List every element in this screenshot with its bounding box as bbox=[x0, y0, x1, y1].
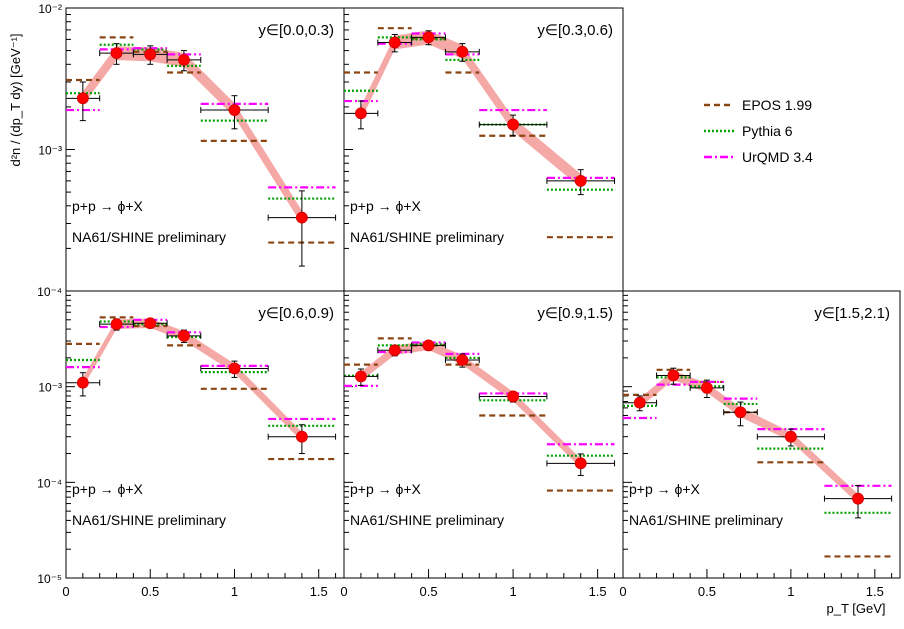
data-point bbox=[228, 362, 241, 375]
legend-label-pythia: Pythia 6 bbox=[742, 123, 793, 139]
panel-title: y∈[0.0,0.3) bbox=[258, 22, 334, 39]
panel-4: 0 0.5 1 1.5 y∈[0.9,1.5) p+p → ϕ+X NA61/SHINE p… bbox=[340, 290, 624, 599]
data-point bbox=[784, 430, 797, 443]
experiment-label: NA61/SHINE preliminary bbox=[72, 229, 226, 245]
panel-frame bbox=[343, 290, 624, 579]
legend: EPOS 1.99 Pythia 6 UrQMD 3.4 bbox=[704, 97, 813, 165]
systematic-band bbox=[360, 30, 581, 188]
data-point bbox=[507, 390, 519, 403]
x-tick-label: 0.5 bbox=[141, 584, 159, 599]
reaction-label: p+p → ϕ+X bbox=[72, 481, 144, 497]
data-point bbox=[178, 53, 190, 66]
data-point bbox=[355, 107, 367, 120]
systematic-band bbox=[82, 46, 302, 225]
data-point bbox=[388, 344, 401, 357]
panel-title: y∈[0.6,0.9) bbox=[258, 305, 334, 322]
x-tick-label: 1 bbox=[231, 584, 238, 599]
data-point bbox=[388, 36, 401, 49]
data-point bbox=[144, 317, 157, 330]
y-tick-label: 10⁻⁴ bbox=[37, 285, 62, 299]
x-tick-label: 0 bbox=[619, 584, 626, 599]
panel-1: 10⁻² 10⁻³ 10⁻⁴ y∈[0.0,0.3) p+p → ϕ+X NA61/SHI… bbox=[37, 2, 345, 299]
panel-3: 0 0.5 1 1.5 10⁻³ 10⁻⁴ 10⁻⁵ y∈[0.6,0.9) p+p → ϕ+X… bbox=[37, 290, 345, 599]
data-point bbox=[228, 104, 241, 116]
data-point bbox=[422, 31, 435, 44]
data-point bbox=[633, 396, 646, 409]
systematic-band bbox=[360, 340, 581, 469]
panel-frame bbox=[343, 7, 624, 292]
experiment-label: NA61/SHINE preliminary bbox=[350, 512, 504, 528]
data-point bbox=[574, 457, 587, 470]
data-point bbox=[667, 369, 680, 382]
data-point bbox=[144, 48, 157, 61]
data-point bbox=[701, 382, 713, 394]
data-point bbox=[76, 376, 89, 389]
x-axis-title: p_T [GeV] bbox=[826, 601, 885, 616]
data-point bbox=[734, 406, 747, 419]
y-axis-title: d²n / (dp_T dy) [GeV⁻¹] bbox=[8, 33, 23, 166]
data-point bbox=[355, 370, 367, 383]
y-tick-label: 10⁻³ bbox=[38, 381, 62, 395]
experiment-label: NA61/SHINE preliminary bbox=[72, 512, 226, 528]
data-point bbox=[574, 174, 587, 187]
y-tick-label: 10⁻⁵ bbox=[37, 572, 62, 586]
reaction-label: p+p → ϕ+X bbox=[350, 198, 422, 214]
panels-group: 10⁻² 10⁻³ 10⁻⁴ y∈[0.0,0.3) p+p → ϕ+X NA61/SHI… bbox=[37, 2, 901, 599]
reaction-label: p+p → ϕ+X bbox=[350, 481, 422, 497]
data-point bbox=[456, 45, 469, 58]
data-point bbox=[422, 339, 435, 352]
legend-label-urqmd: UrQMD 3.4 bbox=[742, 149, 813, 165]
data-point bbox=[110, 47, 123, 60]
reaction-label: p+p → ϕ+X bbox=[629, 481, 701, 497]
data-point bbox=[456, 354, 469, 366]
x-tick-label: 0.5 bbox=[420, 584, 438, 599]
panel-title: y∈[0.3,0.6) bbox=[537, 22, 613, 39]
systematic-band bbox=[82, 318, 302, 442]
y-tick-label: 10⁻³ bbox=[38, 144, 62, 158]
data-point bbox=[295, 430, 308, 443]
x-tick-label: 0 bbox=[340, 584, 347, 599]
data-point bbox=[178, 329, 190, 342]
experiment-label: NA61/SHINE preliminary bbox=[629, 512, 783, 528]
x-tick-label: 0 bbox=[62, 584, 69, 599]
y-tick-label: 10⁻⁴ bbox=[37, 476, 62, 490]
x-tick-label: 0.5 bbox=[698, 584, 716, 599]
x-tick-label: 1 bbox=[509, 584, 516, 599]
data-point bbox=[110, 318, 123, 331]
data-point bbox=[507, 118, 519, 131]
x-tick-label: 1.5 bbox=[866, 584, 884, 599]
legend-label-epos: EPOS 1.99 bbox=[742, 97, 812, 113]
experiment-label: NA61/SHINE preliminary bbox=[350, 229, 504, 245]
panel-title: y∈[1.5,2.1) bbox=[814, 305, 890, 322]
panel-2: y∈[0.3,0.6) p+p → ϕ+X NA61/SHINE prelimina… bbox=[343, 7, 624, 292]
x-tick-label: 1.5 bbox=[589, 584, 607, 599]
data-point bbox=[295, 211, 308, 224]
data-point bbox=[76, 92, 89, 105]
panel-frame bbox=[622, 290, 901, 579]
panel-5: 0 0.5 1 1.5 y∈[1.5,2.1) p+p → ϕ+X NA61/SHINE p… bbox=[619, 290, 901, 599]
panel-title: y∈[0.9,1.5) bbox=[537, 305, 613, 322]
reaction-label: p+p → ϕ+X bbox=[72, 198, 144, 214]
x-tick-label: 1 bbox=[787, 584, 794, 599]
x-tick-label: 1.5 bbox=[310, 584, 328, 599]
y-tick-label: 10⁻² bbox=[38, 2, 62, 16]
data-point bbox=[852, 492, 864, 505]
